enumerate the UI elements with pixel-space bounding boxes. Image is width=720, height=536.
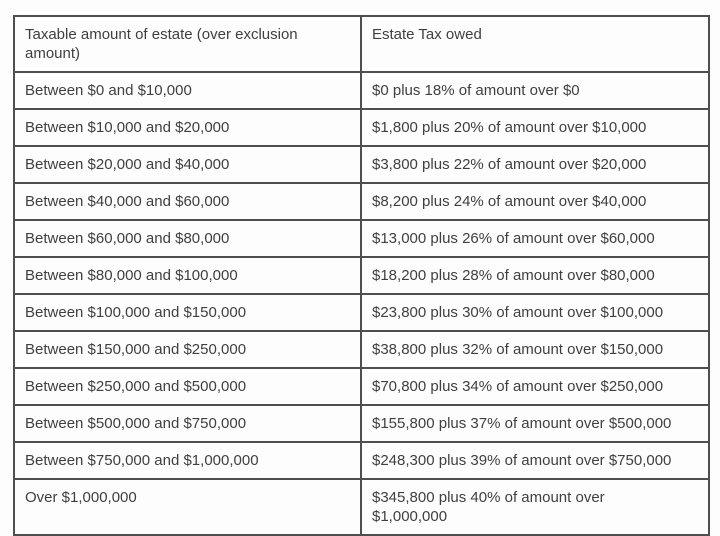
cell-text: $38,800 plus 32% of amount over $150,000	[372, 341, 664, 358]
table-cell-taxable-range: Between $750,000 and $1,000,000	[13, 441, 362, 480]
table-row: Between $750,000 and $1,000,000 $248,300…	[13, 441, 710, 480]
cell-text: Between $500,000 and $750,000	[25, 415, 247, 432]
cell-text: Between $40,000 and $60,000	[25, 193, 230, 210]
table-cell-tax-owed: $70,800 plus 34% of amount over $250,000	[360, 367, 710, 406]
column-header-estate-tax-owed: Estate Tax owed	[360, 15, 710, 73]
table-cell-taxable-range: Between $40,000 and $60,000	[13, 182, 362, 221]
cell-text: $248,300 plus 39% of amount over $750,00…	[372, 452, 672, 469]
estate-tax-table-container: Taxable amount of estate (over exclusion…	[13, 15, 710, 536]
table-cell-taxable-range: Between $20,000 and $40,000	[13, 145, 362, 184]
table-row: Over $1,000,000 $345,800 plus 40% of amo…	[13, 478, 710, 536]
cell-text: Between $60,000 and $80,000	[25, 230, 230, 247]
column-header-label: Taxable amount of estate (over exclusion…	[25, 26, 298, 62]
table-header-row: Taxable amount of estate (over exclusion…	[13, 15, 710, 73]
table-row: Between $40,000 and $60,000 $8,200 plus …	[13, 182, 710, 221]
table-cell-tax-owed: $345,800 plus 40% of amount over $1,000,…	[360, 478, 710, 536]
table-row: Between $60,000 and $80,000 $13,000 plus…	[13, 219, 710, 258]
table-cell-tax-owed: $248,300 plus 39% of amount over $750,00…	[360, 441, 710, 480]
column-header-label: Estate Tax owed	[372, 26, 482, 43]
table-cell-tax-owed: $13,000 plus 26% of amount over $60,000	[360, 219, 710, 258]
table-cell-tax-owed: $0 plus 18% of amount over $0	[360, 71, 710, 110]
cell-text: $345,800 plus 40% of amount over $1,000,…	[372, 489, 605, 525]
table-row: Between $250,000 and $500,000 $70,800 pl…	[13, 367, 710, 406]
table-cell-tax-owed: $8,200 plus 24% of amount over $40,000	[360, 182, 710, 221]
table-cell-tax-owed: $38,800 plus 32% of amount over $150,000	[360, 330, 710, 369]
table-cell-taxable-range: Between $10,000 and $20,000	[13, 108, 362, 147]
estate-tax-table: Taxable amount of estate (over exclusion…	[13, 15, 710, 536]
cell-text: $0 plus 18% of amount over $0	[372, 82, 580, 99]
cell-text: $8,200 plus 24% of amount over $40,000	[372, 193, 647, 210]
table-row: Between $20,000 and $40,000 $3,800 plus …	[13, 145, 710, 184]
cell-text: Between $750,000 and $1,000,000	[25, 452, 259, 469]
cell-text: Between $80,000 and $100,000	[25, 267, 238, 284]
cell-text: Over $1,000,000	[25, 489, 137, 506]
table-row: Between $100,000 and $150,000 $23,800 pl…	[13, 293, 710, 332]
table-cell-taxable-range: Between $500,000 and $750,000	[13, 404, 362, 443]
cell-text: Between $250,000 and $500,000	[25, 378, 247, 395]
table-cell-taxable-range: Between $60,000 and $80,000	[13, 219, 362, 258]
table-cell-taxable-range: Between $100,000 and $150,000	[13, 293, 362, 332]
table-row: Between $150,000 and $250,000 $38,800 pl…	[13, 330, 710, 369]
table-row: Between $0 and $10,000 $0 plus 18% of am…	[13, 71, 710, 110]
table-cell-taxable-range: Between $0 and $10,000	[13, 71, 362, 110]
table-cell-taxable-range: Over $1,000,000	[13, 478, 362, 536]
cell-text: $3,800 plus 22% of amount over $20,000	[372, 156, 647, 173]
cell-text: Between $100,000 and $150,000	[25, 304, 247, 321]
cell-text: $155,800 plus 37% of amount over $500,00…	[372, 415, 672, 432]
table-cell-tax-owed: $23,800 plus 30% of amount over $100,000	[360, 293, 710, 332]
table-cell-taxable-range: Between $250,000 and $500,000	[13, 367, 362, 406]
table-cell-taxable-range: Between $150,000 and $250,000	[13, 330, 362, 369]
cell-text: Between $0 and $10,000	[25, 82, 192, 99]
table-row: Between $80,000 and $100,000 $18,200 plu…	[13, 256, 710, 295]
cell-text: $23,800 plus 30% of amount over $100,000	[372, 304, 664, 321]
column-header-taxable-amount: Taxable amount of estate (over exclusion…	[13, 15, 362, 73]
table-row: Between $10,000 and $20,000 $1,800 plus …	[13, 108, 710, 147]
cell-text: $70,800 plus 34% of amount over $250,000	[372, 378, 664, 395]
cell-text: Between $20,000 and $40,000	[25, 156, 230, 173]
cell-text: Between $150,000 and $250,000	[25, 341, 247, 358]
table-cell-tax-owed: $155,800 plus 37% of amount over $500,00…	[360, 404, 710, 443]
table-cell-tax-owed: $18,200 plus 28% of amount over $80,000	[360, 256, 710, 295]
table-row: Between $500,000 and $750,000 $155,800 p…	[13, 404, 710, 443]
table-cell-tax-owed: $1,800 plus 20% of amount over $10,000	[360, 108, 710, 147]
table-cell-taxable-range: Between $80,000 and $100,000	[13, 256, 362, 295]
cell-text: $1,800 plus 20% of amount over $10,000	[372, 119, 647, 136]
cell-text: $18,200 plus 28% of amount over $80,000	[372, 267, 655, 284]
cell-text: $13,000 plus 26% of amount over $60,000	[372, 230, 655, 247]
table-cell-tax-owed: $3,800 plus 22% of amount over $20,000	[360, 145, 710, 184]
cell-text: Between $10,000 and $20,000	[25, 119, 230, 136]
